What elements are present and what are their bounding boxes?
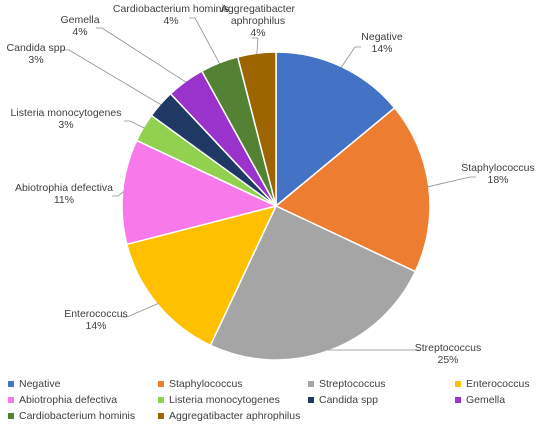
pie-slice-abiotrophia-defectiva <box>121 139 279 246</box>
slice-name: Abiotrophia defectiva <box>15 182 113 194</box>
legend-swatch <box>8 397 14 403</box>
legend-swatch <box>455 381 461 387</box>
slice-label: Negative 14% <box>361 31 403 55</box>
slice-name: Aggregatibacter <box>221 3 296 15</box>
legend-swatch <box>158 381 164 387</box>
slice-name: Listeria monocytogenes <box>11 107 122 119</box>
leader-lines <box>63 17 476 351</box>
slice-label: Candida spp 3% <box>7 42 66 66</box>
slice-percent: 4% <box>163 15 178 27</box>
slice-name: Negative <box>361 31 403 43</box>
legend-swatch <box>308 381 314 387</box>
slice-name: Candida spp <box>7 42 66 54</box>
slice-label: Streptococcus 25% <box>415 342 482 366</box>
leader-line <box>124 120 145 129</box>
slice-percent: 14% <box>371 43 392 55</box>
legend-item: Abiotrophia defectiva <box>8 394 117 406</box>
slice-percent: 4% <box>250 27 265 39</box>
legend-item: Aggregatibacter aphrophilus <box>158 410 300 422</box>
legend-item: Candida spp <box>308 394 378 406</box>
legend-label: Staphylococcus <box>169 378 243 390</box>
legend-item: Gemella <box>455 394 505 406</box>
slice-label: Abiotrophia defectiva 11% <box>15 182 113 206</box>
slice-name: aphrophilus <box>231 15 285 27</box>
slice-labels: Negative 14%Staphylococcus 18%Streptococcu… <box>7 3 535 366</box>
slice-label: Aggregatibacter aphrophilus 4% <box>221 3 296 39</box>
leader-line <box>340 46 361 68</box>
slice-label: Gemella 4% <box>60 14 99 38</box>
legend-item: Enterococcus <box>455 378 530 390</box>
legend-label: Cardiobacterium hominis <box>19 410 136 422</box>
slice-percent: 4% <box>72 26 87 38</box>
slice-name: Gemella <box>60 14 99 26</box>
legend-swatch <box>158 397 164 403</box>
legend-item: Negative <box>8 378 60 390</box>
slice-percent: 3% <box>58 119 73 131</box>
slice-name: Enterococcus <box>64 308 128 320</box>
legend-label: Enterococcus <box>466 378 530 390</box>
slice-percent: 14% <box>85 320 106 332</box>
leader-line <box>121 303 159 318</box>
slice-percent: 3% <box>28 54 43 66</box>
slice-name: Cardiobacterium hominis <box>113 3 229 15</box>
legend-swatch <box>8 381 14 387</box>
leader-line <box>189 17 221 64</box>
leader-line <box>63 49 162 106</box>
slice-name: Staphylococcus <box>461 162 535 174</box>
slice-percent: 11% <box>54 194 74 206</box>
slice-name: Streptococcus <box>415 342 482 354</box>
legend-label: Listeria monocytogenes <box>169 394 280 406</box>
slice-label: Enterococcus 14% <box>64 308 128 332</box>
slice-label: Staphylococcus 18% <box>461 162 535 186</box>
slice-percent: 18% <box>487 174 508 186</box>
leader-line <box>252 37 259 55</box>
pie-slices <box>121 51 431 361</box>
slice-label: Listeria monocytogenes 3% <box>11 107 122 131</box>
leader-line <box>96 27 187 83</box>
legend-label: Gemella <box>466 394 506 406</box>
legend-item: Listeria monocytogenes <box>158 394 280 406</box>
legend-swatch <box>455 397 461 403</box>
legend-label: Streptococcus <box>319 378 386 390</box>
leader-line <box>112 191 124 197</box>
legend-swatch <box>8 413 14 419</box>
legend-label: Abiotrophia defectiva <box>19 394 118 406</box>
pie-chart: Negative 14%Staphylococcus 18%Streptococcu… <box>7 3 535 366</box>
legend-label: Candida spp <box>319 394 378 406</box>
legend-swatch <box>158 413 164 419</box>
legend-label: Aggregatibacter aphrophilus <box>169 410 301 422</box>
legend-item: Streptococcus <box>308 378 386 390</box>
legend: Negative Staphylococcus Streptococcus Enter… <box>0 378 550 428</box>
slice-percent: 25% <box>437 354 458 366</box>
legend-label: Negative <box>19 378 61 390</box>
slice-label: Cardiobacterium hominis 4% <box>113 3 229 27</box>
legend-item: Cardiobacterium hominis <box>8 410 135 422</box>
legend-swatch <box>308 397 314 403</box>
leader-line <box>427 176 476 188</box>
legend-item: Staphylococcus <box>158 378 243 390</box>
pie-slice-streptococcus <box>209 205 417 361</box>
